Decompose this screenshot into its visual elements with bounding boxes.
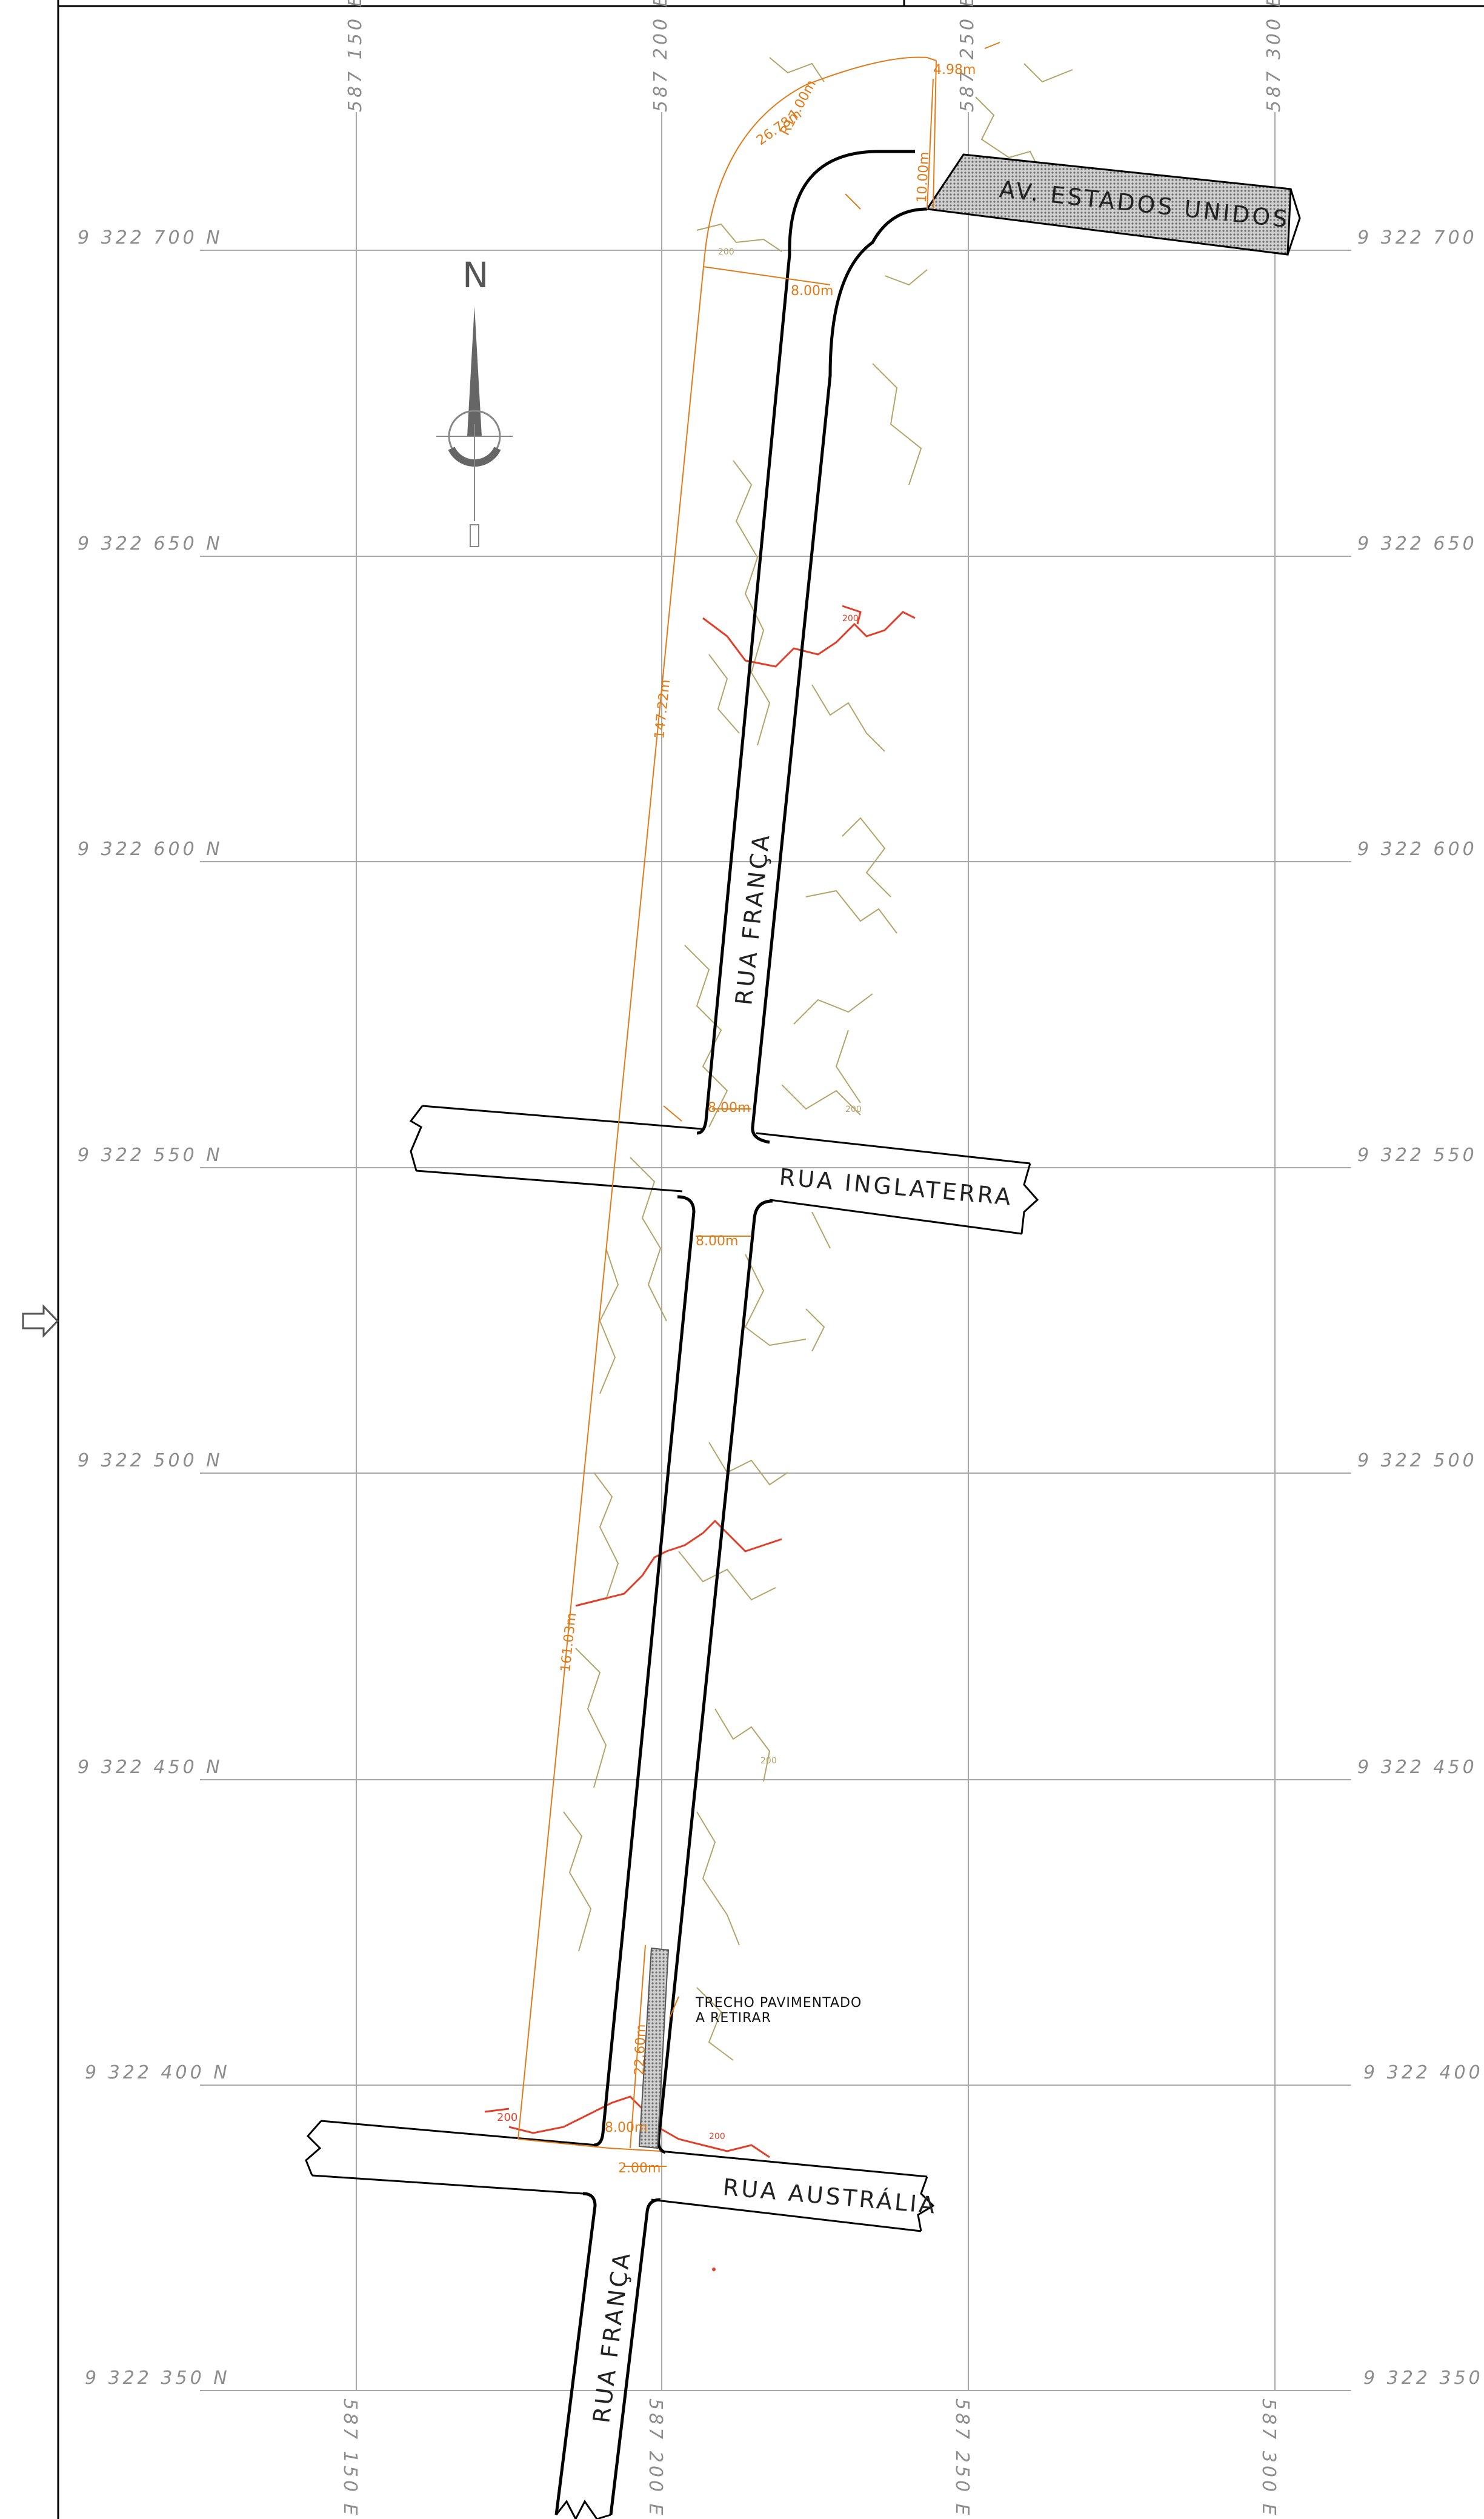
- grid-label-north: 9 322 500 N: [78, 1450, 223, 1471]
- grid-label-north: 9 322 700 N: [1357, 227, 1484, 248]
- contour-value: 200: [760, 1756, 777, 1766]
- grid-label-north: 9 322 400 N: [1363, 2062, 1484, 2083]
- north-arrow-icon: [467, 306, 482, 436]
- dim-length-lower: 161.03m: [558, 1612, 579, 1672]
- paved-note: TRECHO PAVIMENTADO A RETIRAR: [695, 1995, 862, 2026]
- street-label-inglaterra: RUA INGLATERRA: [778, 1163, 1014, 1211]
- grid-label-east: 587 200 E: [650, 0, 671, 112]
- street-inglaterra: [409, 1105, 1039, 1235]
- dim-width-upper: 8.00m: [791, 284, 833, 299]
- dimension-lines: [517, 42, 1000, 2167]
- grid-label-east: 587 200 E: [645, 2398, 666, 2518]
- dim-length-upper: 147.22m: [652, 679, 673, 739]
- dim-offset-bottom: 2.00m: [618, 2161, 660, 2176]
- contour-lines-major: [484, 605, 916, 2158]
- grid-labels-east-bottom: 587 150 E 587 200 E 587 250 E 587 300 E: [339, 2398, 1279, 2518]
- contour-lines: [563, 57, 1073, 2061]
- grid-label-east: 587 250 E: [951, 2398, 973, 2518]
- grid-label-north: 9 322 350 N: [1363, 2368, 1484, 2389]
- dim-width-mid-bottom: 8.00m: [696, 1234, 738, 1249]
- grid-label-north: 9 322 400 N: [85, 2062, 230, 2083]
- note-line-2: A RETIRAR: [696, 2011, 771, 2026]
- street-australia: [305, 2120, 935, 2232]
- contour-value: 200: [718, 247, 734, 257]
- grid-label-east: 587 250 E: [957, 0, 978, 112]
- grid-label-north: 9 322 650 N: [78, 533, 223, 554]
- grid-label-east: 587 150 E: [339, 2398, 361, 2518]
- contour-value: 200: [497, 2111, 517, 2124]
- dim-offset-top: 4.98m: [933, 62, 976, 78]
- sheet-frame: [57, 0, 1484, 2519]
- dim-paved-length: 22.60m: [632, 2024, 649, 2075]
- contour-values: 200 200 200 200 200 200: [497, 247, 862, 2141]
- paved-stretch: [638, 1947, 670, 2149]
- grid-label-north: 9 322 650 N: [1357, 533, 1484, 554]
- grid-label-north: 9 322 550 N: [1357, 1145, 1484, 1166]
- dim-width-top: 10.00m: [914, 151, 932, 204]
- grid-label-north: 9 322 350 N: [85, 2368, 230, 2389]
- grid-label-east: 587 300 E: [1258, 2398, 1279, 2518]
- street-label-franca-south: RUA FRANÇA: [588, 2249, 636, 2424]
- north-arrow: N: [436, 255, 513, 547]
- view-arrow-icon: [22, 1304, 59, 1338]
- dimension-labels: 26.78m R17.00m 4.98m 10.00m 8.00m 147.22…: [558, 62, 976, 2176]
- grid-label-north: 9 322 600 N: [78, 839, 223, 860]
- grid-label-north: 9 322 600 N: [1357, 839, 1484, 860]
- grid-label-north: 9 322 700 N: [78, 227, 223, 248]
- grid-label-north: 9 322 550 N: [78, 1145, 223, 1166]
- grid-label-east: 587 300 E: [1263, 0, 1285, 112]
- street-franca: [554, 150, 928, 2515]
- coordinate-grid: [200, 112, 1351, 2391]
- grid-label-north: 9 322 500 N: [1357, 1450, 1484, 1471]
- north-label: N: [462, 255, 488, 296]
- note-line-1: TRECHO PAVIMENTADO: [695, 1995, 862, 2011]
- grid-labels-north-right: 9 322 700 N 9 322 650 N 9 322 600 N 9 32…: [1357, 227, 1484, 2389]
- street-labels: AV. ESTADOS UNIDOS RUA FRANÇA RUA INGLAT…: [588, 176, 1291, 2424]
- survey-point: [712, 2268, 716, 2271]
- dim-width-mid-top: 8.00m: [708, 1100, 750, 1116]
- grid-label-north: 9 322 450 N: [1357, 1757, 1484, 1778]
- contour-value: 200: [842, 614, 859, 624]
- grid-labels-north-left: 9 322 700 N 9 322 650 N 9 322 600 N 9 32…: [78, 227, 230, 2389]
- contour-value: 200: [709, 2132, 725, 2141]
- grid-label-east: 587 150 E: [345, 0, 366, 112]
- grid-labels-east-top: 587 150 E 587 200 E 587 250 E 587 300 E: [345, 0, 1285, 112]
- grid-label-north: 9 322 450 N: [78, 1757, 223, 1778]
- contour-value: 200: [845, 1105, 862, 1114]
- dim-radius: R17.00m: [777, 78, 819, 138]
- dim-width-bottom: 8.00m: [605, 2120, 647, 2135]
